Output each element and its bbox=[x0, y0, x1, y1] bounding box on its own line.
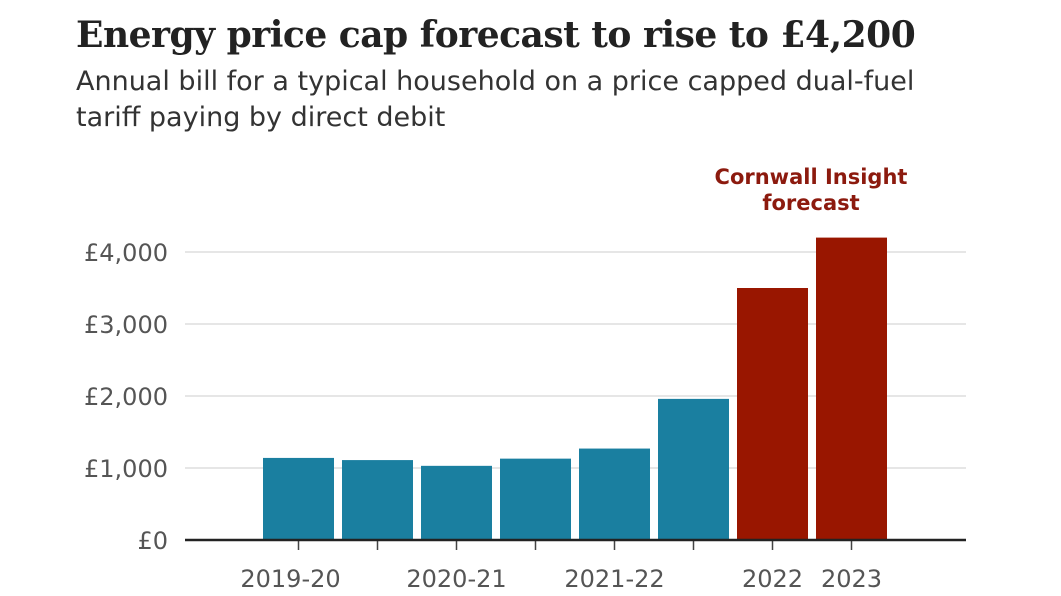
x-tick-label: 2023 bbox=[821, 565, 882, 593]
y-tick-label: £4,000 bbox=[84, 239, 168, 267]
chart-subtitle: Annual bill for a typical household on a… bbox=[76, 66, 915, 133]
forecast-annotation-line1: Cornwall Insight bbox=[715, 165, 908, 189]
y-tick-label: £3,000 bbox=[84, 311, 168, 339]
bar bbox=[500, 458, 571, 540]
bar bbox=[421, 465, 492, 540]
x-tick-label: 2022 bbox=[742, 565, 803, 593]
x-tick-label: 2019-20 bbox=[240, 565, 340, 593]
y-tick-label: £0 bbox=[137, 527, 168, 555]
x-tick-label: 2021-22 bbox=[564, 565, 664, 593]
bar bbox=[579, 448, 650, 540]
bar bbox=[342, 460, 413, 540]
forecast-annotation-line2: forecast bbox=[762, 191, 859, 215]
y-tick-label: £2,000 bbox=[84, 383, 168, 411]
y-tick-label: £1,000 bbox=[84, 455, 168, 483]
bar bbox=[737, 288, 808, 540]
x-tick-label: 2020-21 bbox=[406, 565, 506, 593]
bar bbox=[658, 398, 729, 540]
bar bbox=[263, 457, 334, 540]
bar bbox=[816, 237, 887, 540]
chart-title: Energy price cap forecast to rise to £4,… bbox=[76, 14, 916, 56]
